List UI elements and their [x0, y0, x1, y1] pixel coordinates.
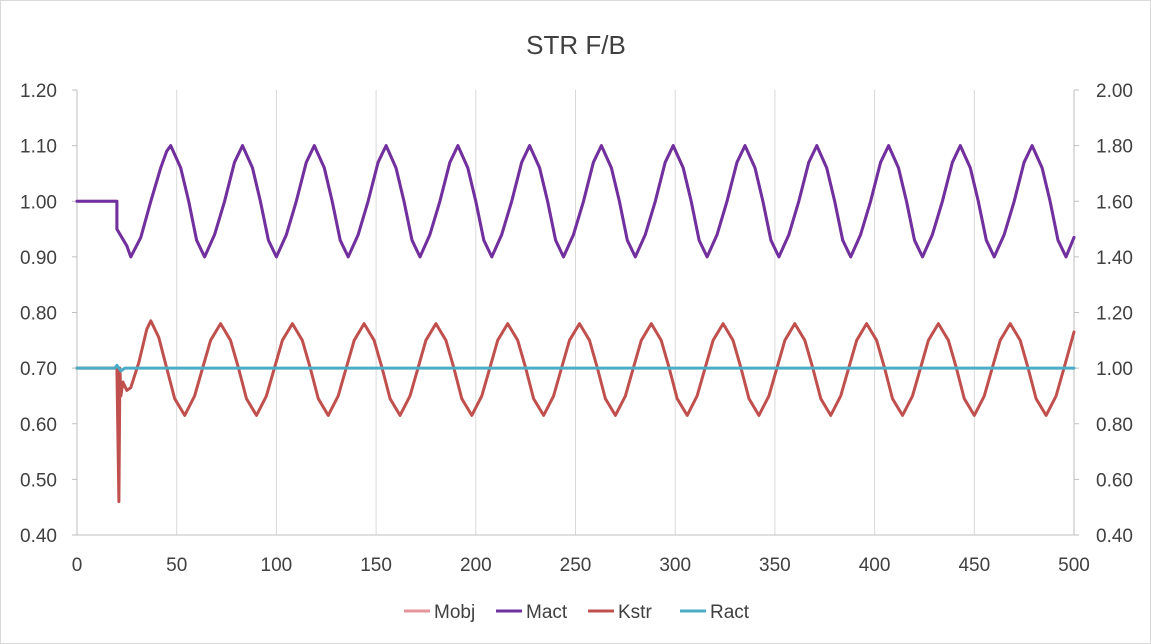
legend: Mobj Mact Kstr Ract — [404, 602, 750, 623]
y-left-tick-label: 1.20 — [20, 81, 57, 102]
x-tick-label: 250 — [560, 555, 592, 576]
y-left-tick-label: 0.80 — [20, 304, 57, 325]
x-tick-label: 200 — [460, 555, 492, 576]
y-left-tick-label: 0.60 — [20, 415, 57, 436]
y-right-tick-label: 0.80 — [1096, 415, 1133, 436]
legend-label-mobj: Mobj — [434, 602, 475, 623]
x-tick-label: 450 — [958, 555, 990, 576]
series-line-ract — [75, 363, 1076, 373]
axes: 0 50 100 150 200 250 300 350 400 450 500 0.40 0.50 0.… — [20, 81, 1133, 576]
y-right-tick-label: 1.40 — [1096, 248, 1133, 269]
y-right-tick-label: 1.20 — [1096, 304, 1133, 325]
y-right-tick-label: 0.40 — [1096, 526, 1133, 547]
x-tick-label: 0 — [72, 555, 83, 576]
legend-label-ract: Ract — [710, 602, 750, 623]
y-right-tick-label: 1.60 — [1096, 192, 1133, 213]
y-left-tick-label: 0.50 — [20, 470, 57, 491]
series-lines — [75, 144, 1076, 504]
series-line-kstr — [75, 319, 1076, 504]
x-tick-label: 300 — [659, 555, 691, 576]
y-left-tick-label: 0.90 — [20, 248, 57, 269]
y-left-tick-label: 1.10 — [20, 137, 57, 158]
x-tick-label: 150 — [360, 555, 392, 576]
series-line-mact — [75, 144, 1076, 259]
y-right-tick-label: 1.00 — [1096, 359, 1133, 380]
y-left-tick-label: 0.40 — [20, 526, 57, 547]
gridlines — [76, 90, 1075, 535]
y-right-tick-label: 2.00 — [1096, 81, 1133, 102]
x-tick-label: 100 — [261, 555, 293, 576]
x-tick-label: 350 — [759, 555, 791, 576]
y-right-tick-label: 0.60 — [1096, 470, 1133, 491]
legend-label-mact: Mact — [526, 602, 568, 623]
x-tick-label: 500 — [1058, 555, 1090, 576]
y-left-tick-label: 1.00 — [20, 192, 57, 213]
y-right-tick-label: 1.80 — [1096, 137, 1133, 158]
chart-title: STR F/B — [526, 30, 626, 60]
legend-label-kstr: Kstr — [618, 602, 652, 623]
x-tick-label: 400 — [859, 555, 891, 576]
x-tick-label: 50 — [166, 555, 187, 576]
y-left-tick-label: 0.70 — [20, 359, 57, 380]
